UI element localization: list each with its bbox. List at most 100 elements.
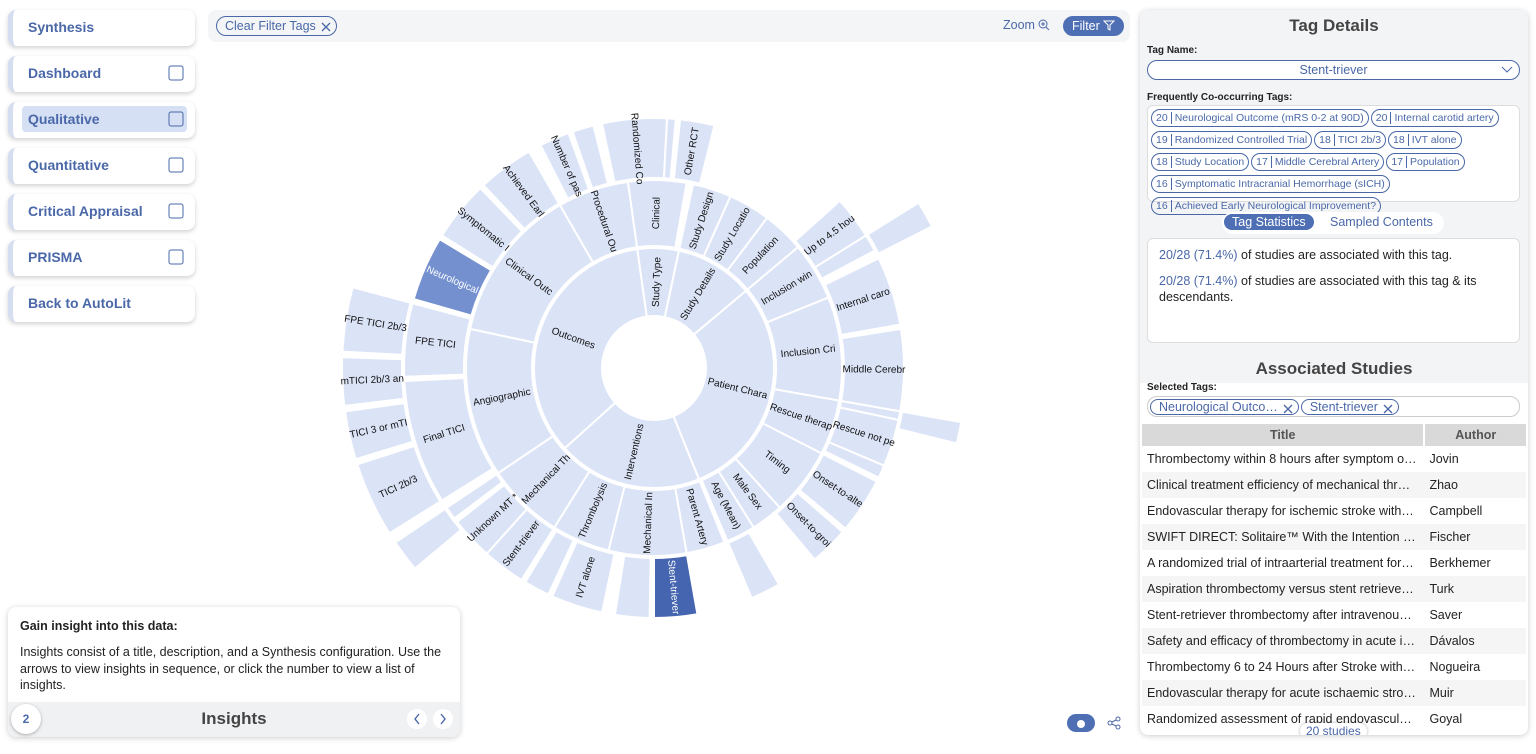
segment-label: FPE TICI [414, 335, 456, 351]
chip-count: 17 [1391, 156, 1407, 168]
sunburst-segment[interactable] [774, 491, 845, 561]
study-row[interactable]: Thrombectomy within 8 hours after sympto… [1142, 446, 1526, 472]
nav-button[interactable]: Qualitative [8, 102, 195, 138]
selected-tag[interactable]: Stent-triever [1300, 399, 1399, 415]
clear-filter-button[interactable]: Clear Filter Tags [216, 16, 337, 36]
insights-panel: Gain insight into this data: Insights co… [8, 607, 460, 737]
sunburst-segment[interactable] [445, 472, 504, 520]
sunburst-segment[interactable] [613, 554, 652, 619]
study-row[interactable]: Thrombectomy 6 to 24 Hours after Stroke … [1142, 654, 1526, 680]
sunburst-segment[interactable] [440, 186, 524, 269]
sunburst-segment[interactable] [563, 401, 701, 489]
sunburst-segment[interactable] [897, 410, 963, 445]
sunburst-segment[interactable] [672, 289, 775, 481]
study-author: Muir [1424, 680, 1526, 706]
insights-bar: 2 Insights [8, 702, 460, 737]
cooccur-chip[interactable]: 18 Study Location [1151, 153, 1250, 171]
study-title: Endovascular therapy for acute ischaemic… [1142, 680, 1425, 706]
cooccur-chip[interactable]: 18 IVT alone [1388, 131, 1462, 149]
cooccur-chip[interactable]: 20 Neurological Outcome (mRS 0-2 at 90D) [1151, 109, 1369, 127]
cooccur-chip[interactable]: 20 Internal carotid artery [1370, 109, 1499, 127]
sunburst-segment[interactable] [571, 124, 610, 190]
selected-tag[interactable]: Neurological Outco… [1150, 399, 1299, 415]
sunburst-segment[interactable] [798, 452, 879, 531]
header-row: Title Author [1142, 424, 1526, 446]
remove-icon[interactable] [1383, 404, 1393, 414]
sunburst-segment[interactable] [523, 529, 576, 596]
sunburst-segment[interactable] [653, 553, 699, 620]
toolbar: Clear Filter Tags Zoom Filter [208, 10, 1130, 42]
study-title: A randomized trial of intraarterial trea… [1147, 556, 1414, 570]
nav-icon [168, 65, 184, 81]
study-row[interactable]: SWIFT DIRECT: Solitaire™ With the Intent… [1142, 524, 1526, 550]
study-row[interactable]: Clinical treatment efficiency of mechani… [1142, 472, 1526, 498]
study-row[interactable]: Stent-retriever thrombectomy after intra… [1142, 602, 1526, 628]
insights-count[interactable]: 2 [11, 704, 41, 734]
nav-label: Dashboard [28, 65, 102, 81]
insights-arrows[interactable] [406, 708, 456, 730]
sunburst-segment[interactable] [813, 234, 877, 281]
clear-label: Clear Filter Tags [225, 19, 316, 33]
sunburst-segment[interactable] [726, 531, 781, 600]
sunburst-segment[interactable] [823, 440, 886, 479]
tag-select[interactable]: Stent-triever [1147, 60, 1520, 80]
chip-name: Symptomatic Intracranial Hemorrhage (sIC… [1174, 178, 1385, 190]
sunburst-segment[interactable] [550, 540, 616, 614]
sunburst-segment[interactable] [482, 150, 561, 231]
sunburst-segment[interactable] [403, 376, 495, 502]
sunburst-segment[interactable] [558, 180, 639, 264]
study-title: Clinical treatment efficiency of mechani… [1142, 472, 1425, 498]
cooccur-chip[interactable]: 16 Symptomatic Intracranial Hemorrhage (s… [1151, 175, 1390, 193]
nav-button[interactable]: Synthesis [8, 10, 195, 46]
sunburst-segment[interactable] [356, 444, 442, 535]
sunburst-segment[interactable] [341, 286, 412, 356]
sunburst-segment[interactable] [341, 356, 405, 408]
view-buttons[interactable] [1066, 712, 1130, 734]
stat-line: 20/28 (71.4%) of studies are associated … [1159, 247, 1508, 263]
zoom-icon [1038, 19, 1050, 31]
chip-name: Study Location [1174, 156, 1245, 168]
study-title: SWIFT DIRECT: Solitaire™ With the Intent… [1142, 524, 1425, 550]
sunburst-segment[interactable] [393, 507, 463, 570]
zoom-button[interactable]: Zoom [1003, 18, 1050, 32]
sunburst-segment[interactable] [455, 483, 529, 556]
sunburst-segment[interactable] [539, 131, 591, 201]
study-row[interactable]: A randomized trial of intraarterial trea… [1142, 550, 1526, 576]
nav-button[interactable]: Dashboard [8, 56, 195, 92]
study-row[interactable]: Endovascular therapy for ischemic stroke… [1142, 498, 1526, 524]
sunburst-segment[interactable] [403, 302, 472, 378]
study-row[interactable]: Endovascular therapy for acute ischaemic… [1142, 680, 1526, 706]
study-row[interactable]: Randomized assessment of rapid endovascu… [1142, 706, 1526, 732]
studies-table: Title Author Thrombectomy within 8 hours a… [1142, 424, 1526, 732]
sunburst-segment[interactable] [866, 201, 934, 255]
cooccur-chip[interactable]: 19 Randomized Controlled Trial [1151, 131, 1313, 149]
sunburst-segment[interactable] [412, 237, 493, 317]
study-author: Campbell [1429, 504, 1483, 518]
study-author: Berkhemer [1429, 556, 1491, 570]
stats-box: 20/28 (71.4%) of studies are associated … [1147, 238, 1520, 343]
sunburst-segment[interactable] [700, 470, 756, 543]
cooccur-chip[interactable]: 17 Population [1386, 153, 1465, 171]
sunburst-segment[interactable] [343, 401, 415, 461]
chip-count: 17 [1256, 156, 1272, 168]
study-row[interactable]: Safety and efficacy of thrombectomy in a… [1142, 628, 1526, 654]
sunburst-segment[interactable] [533, 248, 648, 450]
cooccur-chip[interactable]: 17 Middle Cerebral Artery [1251, 153, 1385, 171]
segment-label: Clinical [651, 197, 663, 229]
sunburst-segment[interactable] [823, 257, 902, 337]
nav-button[interactable]: PRISMA [8, 240, 195, 276]
remove-icon[interactable] [1283, 404, 1293, 414]
cooccur-chip[interactable]: 18 TICI 2b/3 [1314, 131, 1387, 149]
sunburst-segment[interactable] [626, 179, 688, 250]
nav-button[interactable]: Back to AutoLit [8, 286, 195, 322]
nav-button[interactable]: Quantitative [8, 148, 195, 184]
study-title: Randomized assessment of rapid endovascu… [1147, 712, 1412, 726]
sunburst-segment[interactable] [662, 117, 677, 180]
tab[interactable]: Sampled Contents [1330, 215, 1433, 229]
sunburst-segment[interactable] [672, 118, 716, 185]
chip-name: Randomized Controlled Trial [1174, 134, 1308, 146]
study-row[interactable]: Aspiration thrombectomy versus stent ret… [1142, 576, 1526, 602]
filter-button[interactable]: Filter [1063, 16, 1125, 36]
nav-button[interactable]: Critical Appraisal [8, 194, 195, 230]
tab[interactable]: Tag Statistics [1224, 214, 1314, 230]
